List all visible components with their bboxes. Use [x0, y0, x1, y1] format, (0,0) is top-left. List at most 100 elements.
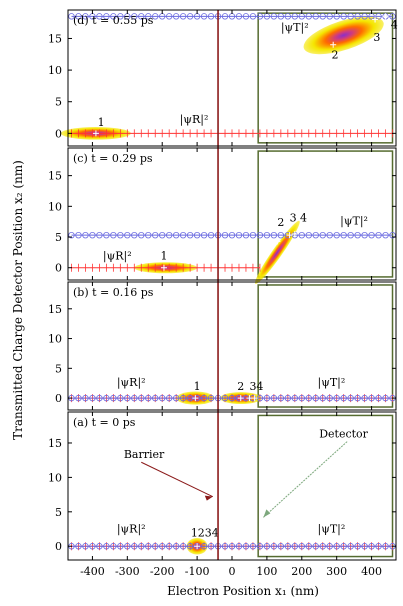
psi-t-mark — [277, 394, 285, 402]
psi-t-mark — [75, 231, 82, 239]
annotation: 2 — [277, 216, 284, 229]
density-blob — [303, 16, 384, 55]
psi-t-mark — [354, 543, 361, 550]
trajectory-point — [382, 13, 389, 20]
trajectory-point — [286, 232, 293, 239]
psi-t-mark — [117, 543, 124, 550]
psi-t-mark — [333, 394, 340, 402]
psi-t-mark — [382, 543, 389, 550]
psi-t-mark — [186, 13, 194, 20]
psi-t-mark — [131, 543, 138, 550]
psi-t-mark — [249, 543, 257, 550]
psi-t-mark — [263, 394, 271, 402]
psi-t-mark — [103, 394, 110, 402]
psi-t-mark — [312, 543, 319, 550]
psi-t-mark — [207, 394, 215, 402]
psi-t-mark — [263, 231, 271, 239]
detector-arrow-head — [263, 509, 271, 518]
psi-t-mark — [200, 394, 208, 402]
psi-t-mark — [159, 543, 166, 550]
psi-t-mark — [347, 13, 354, 20]
psi-t-mark — [89, 543, 96, 550]
trajectory-point — [372, 16, 379, 23]
annotation: 4 — [256, 380, 263, 393]
psi-t-mark — [347, 394, 354, 402]
y-tick-label: 15 — [48, 170, 62, 183]
x-tick-label: -300 — [115, 565, 140, 578]
annotation: 1 — [194, 380, 201, 393]
psi-t-mark — [375, 394, 382, 402]
x-tick-label: -400 — [80, 565, 105, 578]
psi-t-mark — [354, 394, 361, 402]
psi-t-mark — [361, 543, 368, 550]
psi-t-mark — [75, 543, 82, 550]
psi-t-mark — [298, 543, 305, 550]
psi-t-mark — [172, 543, 180, 550]
annotation: 3 — [249, 380, 256, 393]
panel-frame — [67, 281, 397, 411]
psi-t-mark — [298, 394, 305, 402]
annotation: 3 — [373, 31, 380, 44]
psi-t-mark — [96, 231, 103, 239]
trajectory-point — [330, 41, 337, 48]
psi-t-mark — [319, 13, 326, 20]
panel-title: (a) t = 0 ps — [73, 416, 136, 429]
psi-t-mark — [340, 543, 347, 550]
psi-t-mark — [270, 13, 278, 20]
psi-t-mark — [117, 13, 124, 20]
psi-t-mark — [172, 13, 180, 20]
psi-t-mark — [172, 394, 180, 402]
psi-t-mark — [138, 13, 145, 20]
annotation: |ψR|² — [117, 522, 146, 536]
psi-t-mark — [179, 394, 187, 402]
psi-t-mark — [277, 543, 285, 550]
psi-t-mark — [319, 543, 326, 550]
psi-t-mark — [117, 231, 124, 239]
psi-t-mark — [389, 13, 396, 20]
panel-2: |ψR|² 1 2 3 4 |ψT|² (b) t = 0.16 ps — [68, 284, 396, 408]
annotation: 2 — [331, 49, 338, 62]
y-tick-label: 5 — [55, 362, 62, 375]
psi-t-mark — [82, 13, 89, 20]
psi-t-mark — [207, 13, 215, 20]
y-tick-label: 10 — [48, 200, 62, 213]
psi-t-mark — [326, 13, 333, 20]
panel-title: (c) t = 0.29 ps — [73, 152, 153, 165]
psi-t-mark — [242, 13, 250, 20]
psi-t-mark — [131, 231, 138, 239]
psi-t-mark — [368, 394, 375, 402]
psi-t-mark — [221, 231, 229, 239]
psi-t-mark — [270, 394, 278, 402]
psi-t-mark — [326, 543, 333, 550]
psi-t-mark — [68, 231, 75, 239]
psi-t-mark — [340, 231, 347, 239]
x-tick-label: 100 — [256, 565, 277, 578]
y-tick-label: 5 — [55, 96, 62, 109]
y-tick-label: 10 — [48, 64, 62, 77]
psi-t-mark — [96, 394, 103, 402]
psi-t-mark — [200, 13, 208, 20]
psi-t-mark — [347, 231, 354, 239]
psi-t-mark — [291, 394, 299, 402]
psi-t-mark — [68, 13, 75, 20]
detector-region — [257, 12, 394, 144]
psi-t-mark — [179, 13, 187, 20]
psi-t-mark — [179, 543, 187, 550]
psi-t-mark — [138, 543, 145, 550]
trajectory-point — [160, 264, 167, 271]
psi-t-mark — [103, 13, 110, 20]
y-tick-label: 0 — [55, 540, 62, 553]
psi-t-mark — [319, 231, 326, 239]
psi-t-mark — [228, 543, 236, 550]
psi-t-mark — [82, 231, 89, 239]
psi-t-mark — [354, 231, 361, 239]
psi-t-mark — [152, 231, 159, 239]
psi-t-mark — [82, 543, 89, 550]
psi-t-mark — [298, 231, 305, 239]
annotation: 4 — [300, 212, 307, 225]
psi-t-mark — [333, 231, 340, 239]
annotation: 4 — [391, 18, 398, 31]
psi-t-mark — [124, 394, 131, 402]
